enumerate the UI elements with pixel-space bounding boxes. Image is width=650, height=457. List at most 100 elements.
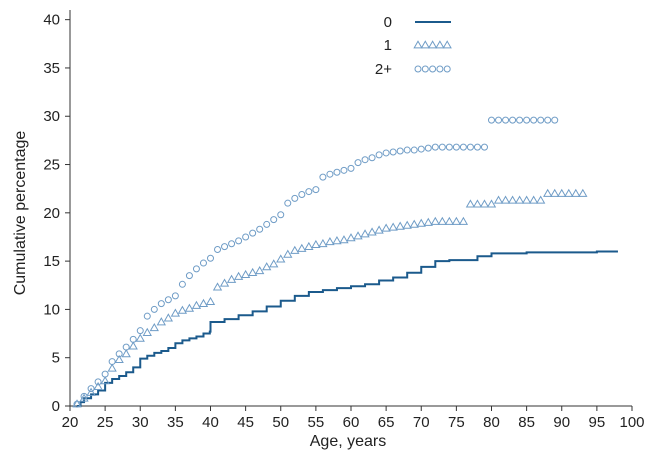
data-point — [87, 385, 95, 393]
data-point — [381, 223, 391, 232]
data-point — [543, 188, 553, 197]
data-point — [191, 300, 202, 309]
x-axis-ticks: 20 25 30 35 40 45 50 55 60 65 70 75 80 85 90 95 100 — [62, 406, 645, 431]
data-point — [444, 216, 455, 225]
data-point — [551, 116, 559, 124]
data-point — [479, 199, 490, 208]
data-point — [185, 272, 193, 280]
x-tick-label: 20 — [62, 414, 79, 431]
data-point — [163, 313, 174, 322]
data-point — [207, 254, 214, 262]
data-point — [311, 239, 321, 249]
x-tick-label: 45 — [237, 414, 254, 431]
data-point — [290, 245, 300, 254]
data-point — [396, 147, 404, 155]
data-point — [473, 143, 481, 151]
data-point — [346, 233, 356, 242]
data-point — [128, 341, 138, 350]
y-tick-label: 20 — [43, 205, 60, 222]
data-point — [226, 274, 237, 283]
legend-circle-symbol — [429, 65, 437, 73]
data-point — [164, 296, 172, 304]
data-point — [80, 392, 88, 400]
data-point — [347, 164, 355, 172]
y-tick-label: 30 — [43, 108, 60, 125]
data-point — [150, 305, 158, 313]
data-point — [277, 211, 285, 219]
data-point — [375, 151, 383, 159]
legend-label: 1 — [384, 37, 392, 54]
data-point — [458, 216, 469, 225]
data-point — [228, 240, 236, 248]
data-point — [122, 343, 130, 351]
data-point — [319, 173, 327, 181]
data-point — [507, 195, 518, 204]
legend-triangle-symbol — [427, 40, 438, 49]
legend: 0 1 2+ — [375, 14, 452, 78]
legend-label: 2+ — [375, 61, 392, 78]
data-point — [192, 265, 200, 273]
data-point — [291, 194, 299, 202]
data-point — [240, 269, 251, 278]
data-point — [284, 199, 292, 207]
data-point — [136, 327, 144, 335]
data-point — [255, 265, 265, 275]
data-point — [537, 116, 545, 124]
data-point — [107, 363, 117, 372]
legend-circle-symbol — [443, 65, 451, 73]
data-point — [403, 146, 411, 154]
data-point — [445, 143, 453, 151]
data-point — [374, 225, 384, 234]
data-point — [509, 116, 517, 124]
data-point — [326, 170, 334, 178]
legend-label: 0 — [384, 14, 392, 31]
x-tick-label: 85 — [518, 414, 535, 431]
data-point — [233, 271, 244, 280]
data-point — [142, 327, 152, 336]
data-point — [101, 370, 109, 378]
x-tick-label: 80 — [483, 414, 500, 431]
y-tick-label: 25 — [43, 157, 60, 174]
data-point — [269, 259, 279, 268]
data-point — [521, 195, 532, 204]
data-point — [235, 237, 243, 245]
legend-entry: 1 — [384, 37, 452, 54]
data-point — [115, 350, 123, 358]
data-point — [149, 322, 159, 332]
x-tick-label: 25 — [97, 414, 114, 431]
series-two-plus — [73, 116, 559, 408]
data-point — [304, 241, 314, 250]
data-point — [536, 195, 546, 204]
data-point — [93, 381, 103, 391]
data-point — [171, 292, 179, 300]
x-tick-label: 75 — [448, 414, 465, 431]
data-point — [339, 235, 349, 244]
data-point — [578, 188, 588, 197]
data-point — [178, 280, 186, 288]
data-point — [564, 188, 574, 197]
data-point — [459, 143, 467, 151]
x-tick-label: 100 — [619, 414, 644, 431]
data-point — [431, 143, 439, 151]
data-point — [466, 143, 474, 151]
data-point — [530, 116, 538, 124]
data-point — [360, 229, 370, 238]
data-point — [389, 148, 397, 156]
data-point — [571, 188, 581, 197]
data-point — [214, 246, 222, 254]
data-point — [249, 229, 257, 237]
data-point — [100, 376, 110, 385]
data-point — [354, 159, 362, 167]
data-point — [333, 168, 341, 176]
data-point — [86, 387, 96, 396]
data-point — [528, 195, 539, 204]
legend-entry: 2+ — [375, 61, 451, 78]
y-tick-label: 10 — [43, 301, 60, 318]
legend-triangle-symbol — [435, 40, 445, 49]
data-point — [221, 243, 229, 251]
data-point — [438, 143, 446, 151]
data-point — [121, 349, 131, 358]
x-tick-label: 30 — [132, 414, 149, 431]
data-point — [332, 236, 342, 245]
data-point — [263, 220, 271, 228]
